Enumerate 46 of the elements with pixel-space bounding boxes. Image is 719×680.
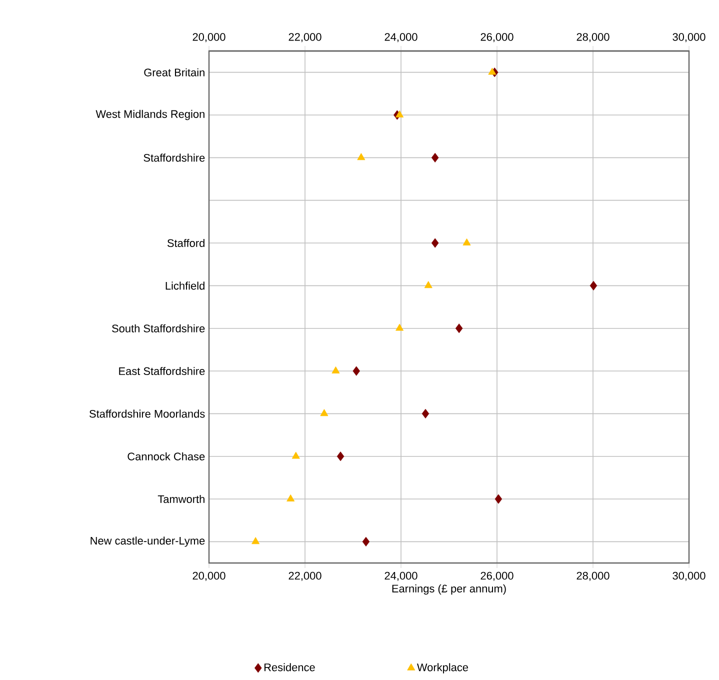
point (396, 324, 404, 331)
y-tick-label: Staffordshire Moorlands (90, 410, 205, 418)
x-tick-label: 24,000 (384, 572, 418, 581)
x-tick-label: 30,000 (672, 572, 706, 581)
x2-tick-label: 22,000 (288, 33, 322, 42)
y-tick-label: Cannock Chase (128, 452, 205, 460)
point (494, 494, 502, 504)
x-tick-label: 28,000 (576, 572, 610, 581)
point (396, 110, 404, 118)
x-tick-label: 22,000 (288, 572, 322, 581)
point (590, 280, 598, 290)
point (332, 366, 340, 374)
y-tick-label: South Staffordshire (112, 324, 205, 332)
x2-tick-label: 24,000 (384, 33, 418, 42)
y-tick-label: East Staffordshire (119, 366, 205, 376)
point (431, 238, 439, 248)
point (352, 366, 360, 376)
y-tick-label: New castle-under-Lyme (90, 536, 205, 547)
point (336, 452, 344, 462)
x2-tick-label: 28,000 (576, 33, 610, 42)
x2-tick-label: 20,000 (192, 33, 226, 42)
point (286, 494, 295, 502)
y-tick-label: Great Britain (144, 68, 204, 76)
x2-tick-label: 26,000 (480, 33, 514, 42)
x-tick-label: 26,000 (480, 572, 514, 581)
point (320, 409, 328, 416)
point (362, 536, 370, 546)
point (462, 238, 471, 246)
y-tick-label: Lichfield (166, 282, 204, 290)
point (252, 537, 260, 544)
point (292, 452, 300, 459)
x-tick-label: 20,000 (192, 572, 226, 581)
legend-label: Residence (264, 663, 315, 672)
point (424, 281, 432, 288)
point (488, 68, 496, 75)
y-tick-label: West Midlands Region (96, 110, 204, 120)
legend-label: Workplace (416, 663, 468, 674)
point (455, 324, 463, 334)
x-axis-title: Earnings (£ per annum) (392, 584, 506, 595)
y-tick-label: Tamworth (158, 494, 204, 504)
y-tick-label: Staffordshire (144, 154, 205, 162)
point (422, 408, 430, 418)
y-tick-label: Stafford (167, 238, 204, 248)
x2-tick-label: 30,000 (672, 33, 706, 42)
point (431, 152, 439, 162)
point (357, 153, 366, 160)
